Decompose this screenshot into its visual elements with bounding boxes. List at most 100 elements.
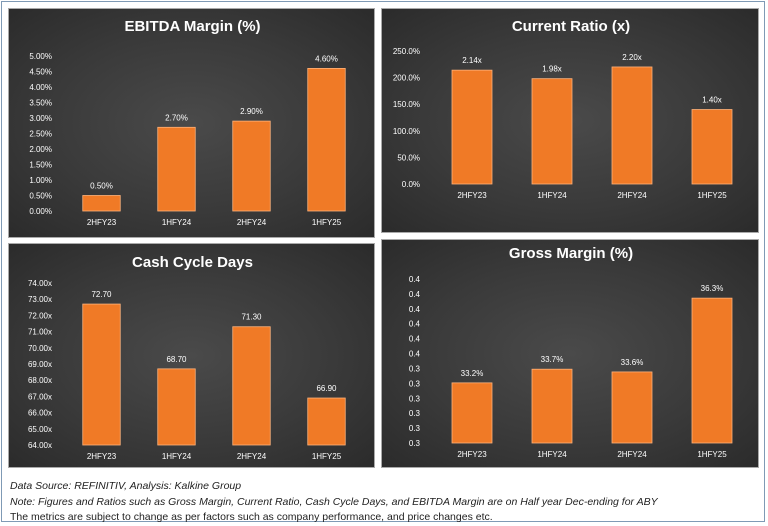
- y-tick-label: 73.00x: [28, 295, 52, 304]
- x-tick-label: 2HFY24: [617, 450, 647, 459]
- x-tick-label: 1HFY24: [162, 452, 192, 461]
- y-tick-label: 0.3: [409, 424, 421, 433]
- disclaimer-note: The metrics are subject to change as per…: [10, 511, 493, 523]
- y-tick-label: 0.4: [409, 350, 421, 359]
- data-source-note: Data Source: REFINITIV, Analysis: Kalkin…: [10, 480, 242, 492]
- y-tick-label: 150.0%: [393, 100, 420, 109]
- x-tick-label: 1HFY25: [312, 452, 342, 461]
- x-tick-label: 1HFY25: [697, 191, 727, 200]
- data-label: 1.40x: [702, 96, 722, 105]
- data-label: 68.70: [166, 355, 187, 364]
- y-tick-label: 74.00x: [28, 279, 52, 288]
- y-tick-label: 0.50%: [29, 192, 52, 201]
- y-tick-label: 5.00%: [29, 52, 52, 61]
- data-label: 2.90%: [240, 107, 263, 116]
- x-tick-label: 1HFY24: [537, 191, 567, 200]
- y-tick-label: 0.3: [409, 364, 421, 373]
- bar-1hfy24: [531, 368, 573, 444]
- y-tick-label: 0.4: [409, 335, 421, 344]
- data-label: 2.70%: [165, 113, 188, 122]
- chart-svg: Cash Cycle Days 64.00x 65.00x 66.00x 67.00x 6…: [28, 254, 346, 461]
- bar-2hfy23: [82, 303, 121, 446]
- y-tick-label: 50.0%: [397, 153, 420, 162]
- cash-cycle-days-chart: Cash Cycle Days 64.00x 65.00x 66.00x 67.00x 6…: [8, 243, 375, 468]
- ebitda-margin-chart: EBITDA Margin (%) 0.00% 0.50% 1.00% 1.50% 2.0…: [8, 8, 375, 238]
- y-tick-label: 72.00x: [28, 311, 52, 320]
- y-tick-label: 71.00x: [28, 328, 52, 337]
- bar-1hfy24: [531, 78, 573, 185]
- bar-2hfy23: [451, 382, 493, 444]
- y-tick-label: 4.50%: [29, 68, 52, 77]
- y-tick-label: 65.00x: [28, 425, 52, 434]
- chart-title: Cash Cycle Days: [132, 254, 253, 271]
- x-tick-label: 2HFY23: [457, 191, 487, 200]
- chart-svg: Current Ratio (x) 0.0% 50.0% 100.0% 150.0% 20…: [393, 18, 733, 200]
- y-tick-label: 0.3: [409, 409, 421, 418]
- data-label: 2.14x: [462, 56, 482, 65]
- y-tick-label: 69.00x: [28, 360, 52, 369]
- y-tick-label: 1.50%: [29, 161, 52, 170]
- data-label: 72.70: [91, 290, 112, 299]
- data-label: 2.20x: [622, 53, 642, 62]
- y-tick-label: 0.3: [409, 379, 421, 388]
- y-tick-label: 4.00%: [29, 83, 52, 92]
- y-tick-label: 250.0%: [393, 47, 420, 56]
- current-ratio-chart: Current Ratio (x) 0.0% 50.0% 100.0% 150.0% 20…: [381, 8, 759, 233]
- y-tick-label: 3.00%: [29, 114, 52, 123]
- y-tick-label: 3.50%: [29, 99, 52, 108]
- x-tick-label: 1HFY24: [537, 450, 567, 459]
- chart-svg: Gross Margin (%) 0.3 0.3 0.3 0.3 0.3 0.3 0.4 0.4…: [409, 245, 733, 459]
- gross-margin-chart: Gross Margin (%) 0.3 0.3 0.3 0.3 0.3 0.3 0.4 0.4…: [381, 239, 759, 468]
- bar-1hfy25: [307, 68, 346, 212]
- bar-2hfy23: [82, 195, 121, 212]
- methodology-note: Note: Figures and Ratios such as Gross M…: [10, 495, 658, 508]
- y-tick-label: 2.00%: [29, 145, 52, 154]
- data-label: 36.3%: [701, 284, 724, 293]
- data-label: 4.60%: [315, 54, 338, 63]
- x-tick-label: 2HFY23: [457, 450, 487, 459]
- data-label: 66.90: [316, 384, 337, 393]
- x-tick-label: 1HFY25: [312, 218, 342, 227]
- bar-1hfy25: [691, 297, 733, 444]
- y-tick-label: 67.00x: [28, 392, 52, 401]
- y-tick-label: 68.00x: [28, 376, 52, 385]
- y-tick-label: 0.4: [409, 305, 421, 314]
- footnotes: Data Source: REFINITIV, Analysis: Kalkin…: [10, 479, 760, 526]
- data-label: 1.98x: [542, 65, 562, 74]
- bar-1hfy24: [157, 368, 196, 446]
- y-tick-label: 64.00x: [28, 441, 52, 450]
- y-tick-label: 66.00x: [28, 409, 52, 418]
- data-label: 33.7%: [541, 355, 564, 364]
- y-tick-label: 200.0%: [393, 74, 420, 83]
- y-tick-label: 100.0%: [393, 127, 420, 136]
- bar-2hfy24: [611, 371, 653, 444]
- y-tick-label: 0.4: [409, 320, 421, 329]
- x-tick-label: 2HFY23: [87, 452, 117, 461]
- bar-1hfy24: [157, 126, 196, 212]
- y-tick-label: 0.3: [409, 439, 421, 448]
- y-tick-label: 70.00x: [28, 344, 52, 353]
- y-tick-label: 0.00%: [29, 207, 52, 216]
- y-tick-label: 0.3: [409, 394, 421, 403]
- bar-2hfy24: [232, 326, 271, 446]
- bar-2hfy24: [611, 66, 653, 185]
- chart-title: EBITDA Margin (%): [124, 18, 260, 35]
- bar-2hfy23: [451, 69, 493, 185]
- y-tick-label: 1.00%: [29, 176, 52, 185]
- data-label: 0.50%: [90, 182, 113, 191]
- x-tick-label: 1HFY24: [162, 218, 192, 227]
- chart-title: Current Ratio (x): [512, 18, 630, 35]
- x-tick-label: 1HFY25: [697, 450, 727, 459]
- y-tick-label: 0.4: [409, 275, 421, 284]
- x-tick-label: 2HFY24: [237, 218, 267, 227]
- y-tick-label: 0.4: [409, 290, 421, 299]
- x-tick-label: 2HFY23: [87, 218, 117, 227]
- y-tick-label: 2.50%: [29, 130, 52, 139]
- chart-svg: EBITDA Margin (%) 0.00% 0.50% 1.00% 1.50% 2.0…: [29, 18, 346, 227]
- bar-1hfy25: [691, 109, 733, 185]
- y-tick-label: 0.0%: [402, 180, 420, 189]
- data-label: 33.2%: [461, 369, 484, 378]
- bar-2hfy24: [232, 120, 271, 212]
- bar-1hfy25: [307, 397, 346, 446]
